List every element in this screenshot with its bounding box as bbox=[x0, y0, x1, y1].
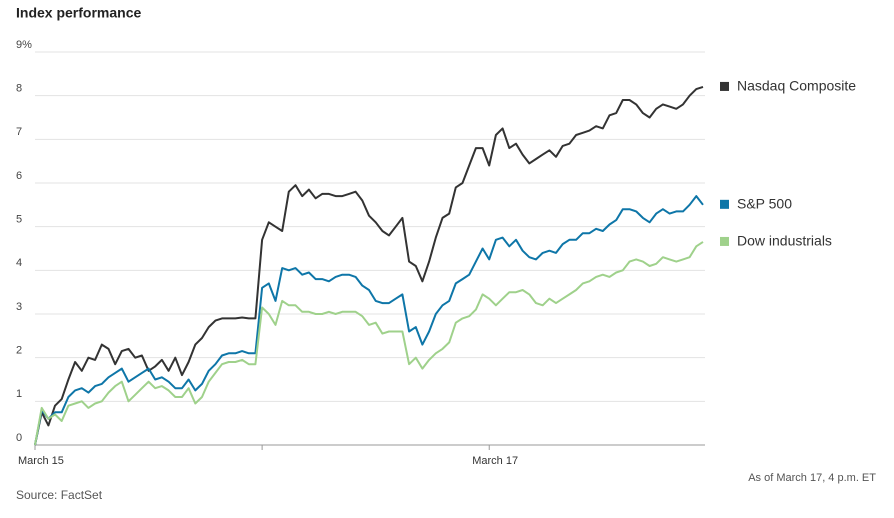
y-tick-label: 4 bbox=[16, 257, 22, 269]
legend-label: S&P 500 bbox=[737, 196, 792, 212]
y-tick-label: 8 bbox=[16, 83, 22, 95]
series-line bbox=[34, 85, 704, 446]
y-tick-label: 1 bbox=[16, 388, 22, 400]
legend-marker bbox=[720, 81, 729, 91]
series-line bbox=[34, 195, 704, 446]
y-tick-label: 5 bbox=[16, 214, 22, 226]
x-tick-label: March 17 bbox=[472, 455, 518, 467]
legend-marker bbox=[720, 199, 729, 209]
y-tick-label: 9% bbox=[16, 39, 32, 51]
y-tick-label: 3 bbox=[16, 301, 22, 313]
legend-marker bbox=[720, 236, 729, 246]
y-tick-label: 2 bbox=[16, 345, 22, 357]
note: As of March 17, 4 p.m. ET bbox=[748, 472, 876, 484]
legend-label: Nasdaq Composite bbox=[737, 78, 856, 94]
series-line bbox=[34, 241, 704, 446]
y-tick-label: 6 bbox=[16, 170, 22, 182]
x-tick-label: March 15 bbox=[18, 455, 64, 467]
y-tick-label: 0 bbox=[16, 432, 22, 444]
legend-label: Dow industrials bbox=[737, 233, 832, 249]
y-tick-label: 7 bbox=[16, 126, 22, 138]
source: Source: FactSet bbox=[16, 488, 103, 502]
chart-title: Index performance bbox=[16, 5, 141, 21]
